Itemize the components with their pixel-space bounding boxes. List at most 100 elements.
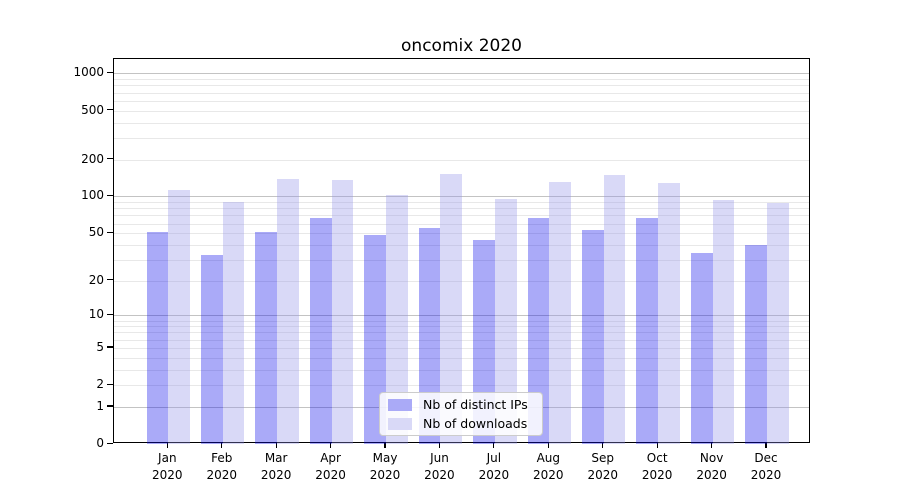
bar-distinct-ips: [201, 254, 223, 444]
y-tick-label: 1: [96, 398, 104, 413]
legend-label-distinct-ips: Nb of distinct IPs: [423, 397, 528, 412]
gridline-minor: [114, 215, 809, 217]
bar-distinct-ips: [582, 230, 604, 444]
gridline-major: [114, 73, 809, 75]
x-tick-mark: [711, 443, 713, 448]
x-tick-label: Jan 2020: [152, 451, 183, 482]
y-tick-label: 500: [81, 102, 104, 117]
gridline-minor: [114, 244, 809, 246]
bar-distinct-ips: [690, 253, 713, 444]
x-tick-label: Jul 2020: [478, 451, 510, 482]
y-tick-mark: [107, 71, 113, 74]
y-tick-label: 5: [96, 339, 104, 354]
bar-distinct-ips: [418, 228, 441, 444]
bar-downloads: [386, 195, 408, 444]
y-tick-mark: [107, 346, 113, 348]
x-tick-label: Sep 2020: [587, 451, 618, 482]
bar-downloads: [603, 174, 626, 444]
x-tick-mark: [438, 443, 441, 448]
y-tick-label: 20: [88, 272, 104, 287]
gridline-minor: [114, 369, 809, 371]
y-tick-mark: [107, 279, 113, 281]
gridline-minor: [114, 85, 809, 87]
x-tick-mark: [602, 443, 604, 448]
gridline-minor: [114, 259, 809, 261]
gridline-minor: [114, 326, 809, 328]
y-tick-label: 200: [81, 151, 104, 166]
gridline-minor: [114, 202, 809, 204]
y-tick-label: 50: [88, 225, 104, 240]
x-tick-mark: [221, 443, 223, 448]
plot-area: [113, 58, 810, 444]
bar-downloads: [494, 198, 517, 444]
y-tick-mark: [107, 313, 113, 316]
x-tick-mark: [384, 443, 386, 448]
x-tick-mark: [329, 443, 332, 448]
legend-item-distinct-ips: Nb of distinct IPs: [380, 395, 542, 414]
y-tick-label: 10: [88, 307, 104, 322]
x-tick-label: May 2020: [369, 451, 401, 482]
y-tick-mark: [107, 194, 113, 197]
x-tick-label: Nov 2020: [696, 451, 727, 482]
x-tick-mark: [765, 443, 767, 448]
y-tick-mark: [107, 109, 113, 111]
bar-distinct-ips: [364, 235, 386, 444]
gridline-minor: [114, 208, 809, 210]
y-tick-label: 100: [81, 188, 104, 203]
gridline-minor: [114, 100, 809, 102]
y-tick-label: 1000: [73, 65, 104, 80]
bar-downloads: [277, 178, 299, 444]
x-tick-mark: [166, 443, 168, 448]
gridline-minor: [114, 357, 809, 359]
gridline-minor: [114, 280, 809, 282]
x-tick-mark: [547, 443, 549, 448]
gridline-minor: [114, 339, 809, 341]
x-tick-label: Aug 2020: [533, 451, 564, 482]
gridline-minor: [114, 159, 809, 161]
bar-distinct-ips: [146, 232, 169, 444]
bar-distinct-ips: [255, 232, 278, 444]
x-tick-mark: [493, 443, 495, 448]
legend-swatch-distinct-ips: [388, 398, 412, 411]
y-tick-label: 0: [96, 436, 104, 450]
gridline-minor: [114, 233, 809, 235]
bar-downloads: [222, 202, 245, 444]
x-tick-label: Feb 2020: [206, 451, 237, 482]
gridline-major: [114, 315, 809, 317]
bar-downloads: [712, 200, 735, 444]
legend-swatch-downloads: [388, 417, 412, 430]
bar-distinct-ips: [636, 218, 659, 444]
x-tick-mark: [656, 443, 658, 448]
x-tick-label: Jun 2020: [424, 451, 455, 482]
gridline-minor: [114, 332, 809, 334]
gridline-minor: [114, 385, 809, 387]
bar-downloads: [331, 179, 354, 444]
y-tick-mark: [107, 158, 113, 160]
bar-downloads: [440, 174, 463, 444]
gridline-minor: [114, 110, 809, 112]
bar-downloads: [658, 182, 680, 444]
legend-item-downloads: Nb of downloads: [380, 414, 542, 433]
bar-downloads: [168, 189, 190, 444]
y-tick-mark: [107, 442, 113, 444]
legend: Nb of distinct IPs Nb of downloads: [379, 392, 543, 436]
x-tick-label: Mar 2020: [260, 451, 292, 482]
gridline-major: [114, 196, 809, 198]
gridline-minor: [114, 320, 809, 322]
gridline-minor: [114, 223, 809, 225]
y-tick-label: 2: [96, 377, 104, 392]
x-tick-label: Dec 2020: [750, 451, 782, 482]
bar-downloads: [549, 181, 571, 444]
gridline-minor: [114, 137, 809, 139]
gridline-minor: [114, 347, 809, 349]
y-tick-mark: [107, 231, 113, 233]
chart-title: oncomix 2020: [401, 36, 522, 56]
gridline-minor: [114, 122, 809, 124]
y-tick-mark: [107, 383, 113, 385]
x-tick-label: Apr 2020: [315, 451, 346, 482]
bar-downloads: [767, 203, 789, 444]
bar-distinct-ips: [745, 244, 768, 444]
bar-distinct-ips: [309, 218, 332, 444]
gridline-minor: [114, 92, 809, 94]
